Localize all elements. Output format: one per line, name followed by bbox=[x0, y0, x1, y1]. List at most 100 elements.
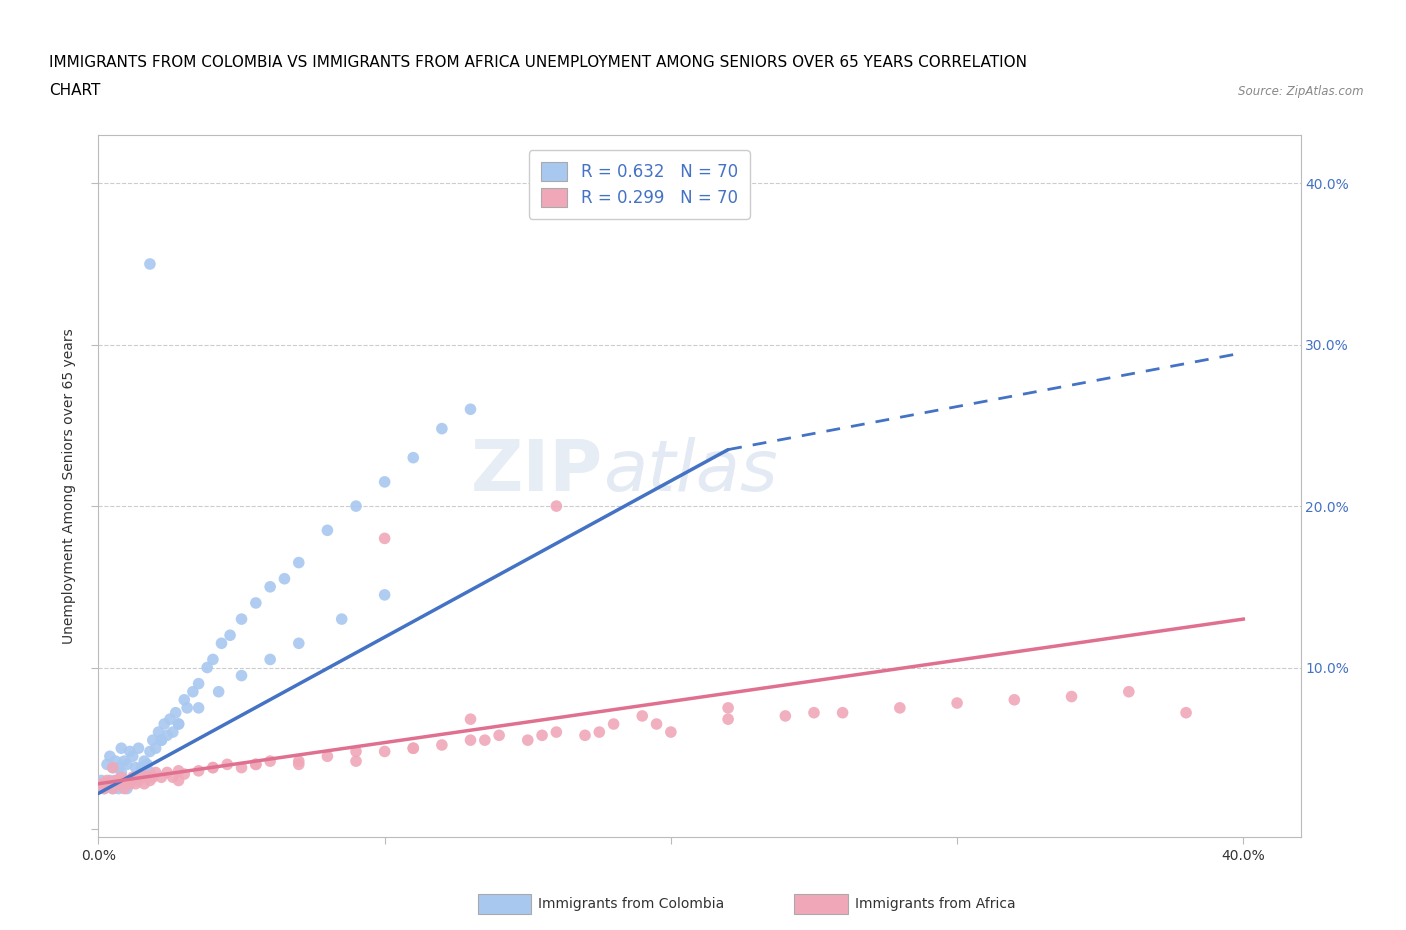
Point bbox=[148, 724, 170, 739]
Point bbox=[150, 770, 173, 785]
Point bbox=[201, 652, 224, 667]
Point bbox=[167, 717, 190, 732]
Point bbox=[139, 773, 162, 788]
Point bbox=[344, 498, 367, 513]
Point bbox=[101, 781, 124, 796]
Point bbox=[217, 757, 239, 772]
Point bbox=[546, 724, 568, 739]
Point bbox=[128, 741, 150, 756]
Point bbox=[374, 474, 396, 489]
Point bbox=[717, 700, 740, 715]
Point bbox=[259, 753, 281, 768]
Y-axis label: Unemployment Among Seniors over 65 years: Unemployment Among Seniors over 65 years bbox=[62, 328, 76, 644]
Point bbox=[803, 705, 825, 720]
Point bbox=[460, 733, 482, 748]
Point bbox=[118, 744, 141, 759]
Point bbox=[1118, 684, 1140, 699]
Point bbox=[156, 728, 179, 743]
Point bbox=[150, 733, 173, 748]
Point bbox=[201, 760, 224, 775]
Point bbox=[208, 684, 231, 699]
Point bbox=[187, 700, 209, 715]
Point bbox=[112, 781, 135, 796]
Legend: R = 0.632   N = 70, R = 0.299   N = 70: R = 0.632 N = 70, R = 0.299 N = 70 bbox=[529, 151, 749, 219]
Point bbox=[134, 753, 156, 768]
Text: CHART: CHART bbox=[49, 83, 101, 98]
Point bbox=[231, 668, 253, 683]
Point bbox=[145, 741, 167, 756]
Point bbox=[187, 676, 209, 691]
Point bbox=[231, 612, 253, 627]
Point bbox=[430, 421, 453, 436]
Point bbox=[1060, 689, 1083, 704]
Text: Immigrants from Africa: Immigrants from Africa bbox=[855, 897, 1015, 911]
Point bbox=[259, 579, 281, 594]
Point bbox=[128, 770, 150, 785]
Point bbox=[124, 760, 146, 775]
Point bbox=[101, 760, 124, 775]
Text: Source: ZipAtlas.com: Source: ZipAtlas.com bbox=[1239, 85, 1364, 98]
Point bbox=[96, 773, 118, 788]
Point bbox=[187, 764, 209, 778]
Point bbox=[460, 711, 482, 726]
Point bbox=[167, 764, 190, 778]
Point bbox=[142, 770, 165, 785]
Point bbox=[101, 760, 124, 775]
Point bbox=[136, 768, 159, 783]
Point bbox=[98, 773, 121, 788]
Point bbox=[139, 257, 162, 272]
Text: IMMIGRANTS FROM COLOMBIA VS IMMIGRANTS FROM AFRICA UNEMPLOYMENT AMONG SENIORS OV: IMMIGRANTS FROM COLOMBIA VS IMMIGRANTS F… bbox=[49, 55, 1028, 70]
Point bbox=[107, 781, 129, 796]
Point bbox=[110, 741, 132, 756]
Point bbox=[110, 770, 132, 785]
Point bbox=[273, 571, 295, 586]
Point bbox=[316, 523, 339, 538]
Point bbox=[93, 781, 115, 796]
Text: atlas: atlas bbox=[603, 437, 778, 506]
Point bbox=[124, 777, 146, 791]
Point bbox=[136, 757, 159, 772]
Point bbox=[588, 724, 610, 739]
Point bbox=[488, 728, 510, 743]
Point bbox=[245, 757, 267, 772]
Point bbox=[516, 733, 538, 748]
Point bbox=[474, 733, 496, 748]
Point bbox=[104, 773, 127, 788]
Point bbox=[460, 402, 482, 417]
Point bbox=[231, 760, 253, 775]
Point bbox=[96, 757, 118, 772]
Point bbox=[316, 749, 339, 764]
Point bbox=[101, 781, 124, 796]
Point bbox=[245, 595, 267, 610]
Point bbox=[131, 770, 153, 785]
Point bbox=[121, 773, 143, 788]
Point bbox=[115, 781, 138, 796]
Point bbox=[288, 753, 311, 768]
Point bbox=[288, 555, 311, 570]
Point bbox=[344, 744, 367, 759]
Point bbox=[374, 744, 396, 759]
Text: ZIP: ZIP bbox=[471, 437, 603, 506]
Point bbox=[176, 700, 198, 715]
Point bbox=[330, 612, 353, 627]
Point bbox=[1175, 705, 1198, 720]
Point bbox=[288, 636, 311, 651]
Point bbox=[142, 733, 165, 748]
Point bbox=[139, 765, 162, 780]
Point bbox=[128, 773, 150, 788]
Point bbox=[112, 773, 135, 788]
Point bbox=[115, 773, 138, 788]
Point bbox=[150, 733, 173, 748]
Point bbox=[631, 709, 654, 724]
Point bbox=[201, 760, 224, 775]
Point bbox=[118, 773, 141, 788]
Point bbox=[104, 753, 127, 768]
Point bbox=[121, 749, 143, 764]
Point bbox=[167, 717, 190, 732]
Point bbox=[107, 777, 129, 791]
Point bbox=[90, 773, 112, 788]
Point bbox=[344, 753, 367, 768]
Point bbox=[156, 765, 179, 780]
Point bbox=[131, 760, 153, 775]
Point bbox=[546, 498, 568, 513]
